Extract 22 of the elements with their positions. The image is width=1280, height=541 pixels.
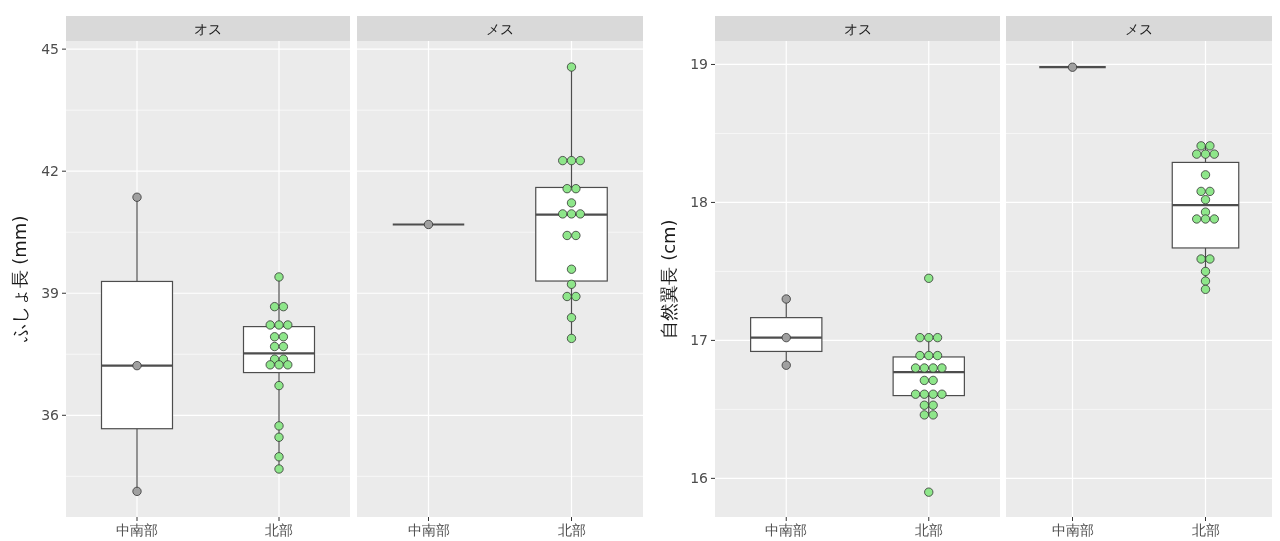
y-tick-label: 36	[41, 407, 60, 424]
y-tick-label: 16	[690, 470, 709, 487]
chart-title: オス	[843, 20, 872, 37]
y-axis-title: 自然翼長 (cm)	[658, 219, 679, 339]
chart-title: メス	[1125, 20, 1153, 37]
chart-title: メス	[486, 20, 514, 37]
x-tick-label: 北部	[914, 522, 943, 538]
x-tick-label: 中南部	[765, 522, 808, 538]
y-tick-label: 45	[41, 41, 59, 58]
x-tick-label: 中南部	[1051, 522, 1094, 538]
y-tick-label: 19	[690, 56, 708, 73]
x-tick-label: 中南部	[407, 522, 450, 538]
y-tick-label: 17	[690, 332, 708, 349]
x-tick-label: 中南部	[116, 522, 158, 538]
x-tick-label: 北部	[557, 522, 586, 538]
y-tick-label: 39	[41, 285, 59, 302]
y-tick-label: 18	[690, 194, 708, 211]
y-axis-title: ふしょ長 (mm)	[9, 215, 30, 344]
chart-title: オス	[194, 20, 222, 37]
x-tick-label: 北部	[1191, 522, 1220, 538]
y-tick-label: 42	[41, 163, 59, 180]
x-tick-label: 北部	[265, 522, 293, 538]
